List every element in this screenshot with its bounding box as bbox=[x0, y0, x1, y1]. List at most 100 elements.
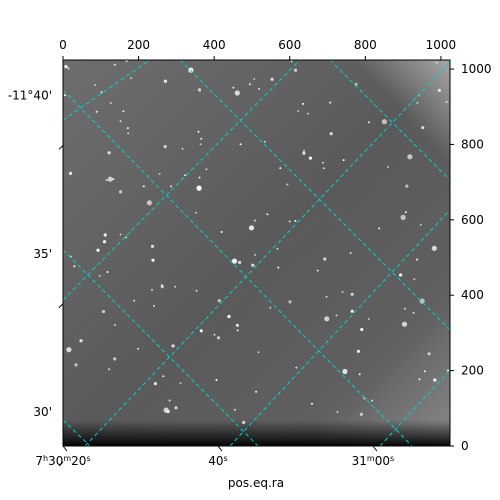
star bbox=[288, 220, 291, 223]
star bbox=[125, 236, 128, 239]
star bbox=[445, 101, 448, 103]
star bbox=[107, 176, 113, 182]
star bbox=[405, 184, 409, 188]
star bbox=[322, 167, 325, 170]
grid-line bbox=[229, 209, 450, 446]
ra-tick-label: 7h30m20s bbox=[35, 454, 90, 469]
star bbox=[153, 304, 155, 307]
grid-line bbox=[63, 89, 413, 446]
star bbox=[232, 86, 235, 89]
star bbox=[302, 151, 306, 155]
star bbox=[316, 269, 319, 272]
star bbox=[235, 323, 239, 327]
star bbox=[297, 110, 300, 113]
star bbox=[350, 292, 354, 296]
star bbox=[102, 240, 107, 244]
star bbox=[270, 77, 274, 81]
star bbox=[160, 285, 164, 289]
star bbox=[217, 299, 221, 303]
plot-frame bbox=[62, 59, 451, 447]
star bbox=[150, 244, 155, 248]
star bbox=[122, 110, 125, 113]
star bbox=[329, 101, 332, 104]
star bbox=[196, 185, 202, 191]
dec-tick-label: 35' bbox=[33, 247, 52, 261]
x-tick-label: 0 bbox=[59, 38, 67, 52]
x-tick-label: 800 bbox=[354, 38, 377, 52]
star bbox=[302, 102, 304, 105]
star bbox=[197, 130, 200, 133]
star bbox=[266, 213, 269, 216]
x-axis-label: pos.eq.ra bbox=[228, 476, 284, 490]
star bbox=[113, 324, 116, 326]
x-tick-label: 200 bbox=[127, 38, 150, 52]
star bbox=[416, 101, 419, 104]
star bbox=[74, 363, 78, 367]
star bbox=[378, 227, 381, 230]
star bbox=[341, 290, 344, 293]
star bbox=[367, 318, 370, 320]
ra-world-ticks: 7h30m20s 40s 31m00s bbox=[35, 445, 394, 469]
star bbox=[286, 183, 289, 186]
y-tick-label: 400 bbox=[461, 288, 484, 302]
star bbox=[181, 147, 184, 150]
ra-tick-mark bbox=[62, 445, 68, 452]
y-tick-label: 600 bbox=[461, 213, 484, 227]
star bbox=[146, 200, 152, 206]
grid-line bbox=[379, 369, 450, 446]
star bbox=[113, 63, 116, 66]
star bbox=[119, 233, 122, 236]
dec-tick-mark bbox=[58, 461, 64, 467]
star bbox=[322, 161, 324, 164]
star bbox=[350, 309, 354, 313]
star bbox=[171, 344, 175, 348]
star bbox=[400, 214, 406, 220]
star bbox=[359, 412, 363, 416]
star bbox=[195, 211, 198, 214]
star bbox=[407, 154, 413, 160]
star bbox=[336, 411, 339, 413]
star bbox=[79, 339, 83, 343]
star bbox=[198, 176, 201, 179]
star bbox=[197, 88, 202, 92]
y-tick-label: 800 bbox=[461, 137, 484, 151]
star bbox=[109, 102, 112, 104]
star bbox=[137, 347, 140, 350]
star bbox=[188, 67, 194, 73]
star bbox=[342, 159, 345, 162]
star bbox=[276, 247, 279, 250]
star bbox=[151, 258, 155, 262]
grid-line bbox=[63, 60, 301, 301]
x-tick-label: 1000 bbox=[426, 38, 457, 52]
star bbox=[216, 336, 221, 340]
star bbox=[251, 263, 255, 267]
star bbox=[404, 211, 407, 214]
star bbox=[248, 225, 255, 231]
star bbox=[163, 145, 167, 149]
dec-tick-label: 30' bbox=[33, 405, 52, 419]
star bbox=[153, 382, 157, 386]
grid-line bbox=[329, 60, 450, 181]
star bbox=[105, 179, 108, 182]
star bbox=[195, 289, 198, 292]
star bbox=[142, 185, 145, 188]
star bbox=[108, 368, 111, 371]
star bbox=[323, 257, 327, 261]
star bbox=[170, 185, 172, 188]
star bbox=[184, 174, 187, 177]
star bbox=[200, 137, 203, 140]
star bbox=[437, 88, 441, 92]
grid-line bbox=[63, 419, 91, 446]
star bbox=[166, 410, 170, 414]
star bbox=[68, 171, 73, 175]
star bbox=[349, 252, 352, 254]
dec-tick-label: -11°40' bbox=[8, 88, 52, 102]
star bbox=[290, 60, 293, 63]
ra-tick-mark bbox=[372, 445, 378, 452]
star bbox=[95, 110, 98, 113]
star bbox=[227, 314, 231, 319]
ra-tick-mark bbox=[217, 445, 223, 452]
star bbox=[101, 309, 106, 314]
star bbox=[73, 265, 76, 268]
